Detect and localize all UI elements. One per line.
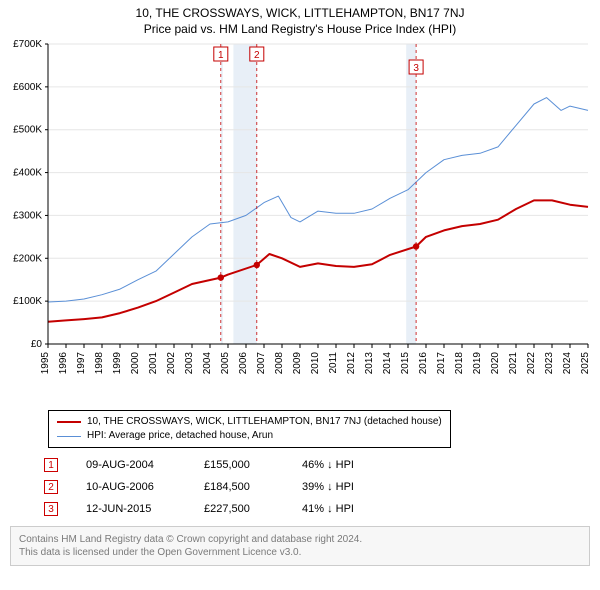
legend-label: 10, THE CROSSWAYS, WICK, LITTLEHAMPTON, … [87, 415, 442, 429]
svg-text:£200K: £200K [13, 253, 42, 264]
svg-text:1995: 1995 [40, 352, 51, 375]
transaction-hpi-diff: 41% ↓ HPI [302, 503, 382, 515]
transaction-row: 1 09-AUG-2004 £155,000 46% ↓ HPI [44, 454, 600, 476]
svg-text:2018: 2018 [454, 352, 465, 375]
svg-text:2011: 2011 [328, 352, 339, 374]
transactions-table: 1 09-AUG-2004 £155,000 46% ↓ HPI 2 10-AUG-200… [44, 454, 600, 520]
transaction-price: £155,000 [204, 459, 274, 471]
transaction-marker: 1 [44, 458, 58, 472]
svg-text:£400K: £400K [13, 168, 42, 179]
svg-text:2007: 2007 [256, 352, 267, 375]
svg-text:£100K: £100K [13, 296, 42, 307]
title-subtitle: Price paid vs. HM Land Registry's House … [0, 22, 600, 36]
svg-text:£0: £0 [31, 339, 43, 350]
svg-text:2: 2 [254, 50, 260, 61]
svg-text:2017: 2017 [436, 352, 447, 375]
chart-svg: £0 £100K £200K £300K £400K £500K £600K £700K 1 2 3… [0, 36, 600, 406]
svg-text:2001: 2001 [148, 352, 159, 375]
transaction-date: 09-AUG-2004 [86, 459, 176, 471]
chart: £0 £100K £200K £300K £400K £500K £600K £700K 1 2 3… [0, 36, 600, 406]
svg-text:2002: 2002 [166, 352, 177, 375]
svg-text:2016: 2016 [418, 352, 429, 375]
transaction-marker: 2 [44, 480, 58, 494]
transaction-hpi-diff: 46% ↓ HPI [302, 459, 382, 471]
svg-text:1996: 1996 [58, 352, 69, 375]
svg-text:2014: 2014 [382, 352, 393, 375]
svg-text:2022: 2022 [526, 352, 537, 375]
legend: 10, THE CROSSWAYS, WICK, LITTLEHAMPTON, … [48, 410, 451, 448]
transaction-price: £184,500 [204, 481, 274, 493]
svg-text:£500K: £500K [13, 125, 42, 136]
svg-text:1997: 1997 [76, 352, 87, 375]
transaction-hpi-diff: 39% ↓ HPI [302, 481, 382, 493]
transaction-price: £227,500 [204, 503, 274, 515]
svg-text:2012: 2012 [346, 352, 357, 375]
svg-text:2024: 2024 [562, 352, 573, 375]
svg-text:2004: 2004 [202, 352, 213, 375]
chart-container: 10, THE CROSSWAYS, WICK, LITTLEHAMPTON, … [0, 0, 600, 566]
legend-label: HPI: Average price, detached house, Arun [87, 429, 273, 443]
svg-text:2005: 2005 [220, 352, 231, 375]
svg-text:1: 1 [218, 50, 224, 61]
title-address: 10, THE CROSSWAYS, WICK, LITTLEHAMPTON, … [0, 6, 600, 20]
legend-item: 10, THE CROSSWAYS, WICK, LITTLEHAMPTON, … [57, 415, 442, 429]
transaction-date: 12-JUN-2015 [86, 503, 176, 515]
svg-text:2006: 2006 [238, 352, 249, 375]
svg-text:2015: 2015 [400, 352, 411, 375]
svg-text:2010: 2010 [310, 352, 321, 375]
transaction-marker: 3 [44, 502, 58, 516]
svg-text:2023: 2023 [544, 352, 555, 375]
svg-text:3: 3 [413, 63, 419, 74]
svg-text:2009: 2009 [292, 352, 303, 375]
footer-line1: Contains HM Land Registry data © Crown c… [19, 533, 581, 546]
svg-text:2013: 2013 [364, 352, 375, 375]
svg-text:£600K: £600K [13, 82, 42, 93]
svg-text:2021: 2021 [508, 352, 519, 375]
svg-text:1999: 1999 [112, 352, 123, 375]
svg-text:2008: 2008 [274, 352, 285, 375]
svg-text:2003: 2003 [184, 352, 195, 375]
svg-text:2020: 2020 [490, 352, 501, 375]
transaction-date: 10-AUG-2006 [86, 481, 176, 493]
svg-text:1998: 1998 [94, 352, 105, 375]
legend-swatch [57, 436, 81, 437]
transaction-row: 3 12-JUN-2015 £227,500 41% ↓ HPI [44, 498, 600, 520]
legend-item: HPI: Average price, detached house, Arun [57, 429, 442, 443]
legend-swatch [57, 421, 81, 423]
footer: Contains HM Land Registry data © Crown c… [10, 526, 590, 566]
svg-text:£300K: £300K [13, 210, 42, 221]
footer-line2: This data is licensed under the Open Gov… [19, 546, 581, 559]
svg-text:£700K: £700K [13, 39, 42, 50]
transaction-row: 2 10-AUG-2006 £184,500 39% ↓ HPI [44, 476, 600, 498]
title-block: 10, THE CROSSWAYS, WICK, LITTLEHAMPTON, … [0, 0, 600, 36]
svg-text:2000: 2000 [130, 352, 141, 375]
svg-text:2025: 2025 [580, 352, 591, 375]
svg-text:2019: 2019 [472, 352, 483, 375]
